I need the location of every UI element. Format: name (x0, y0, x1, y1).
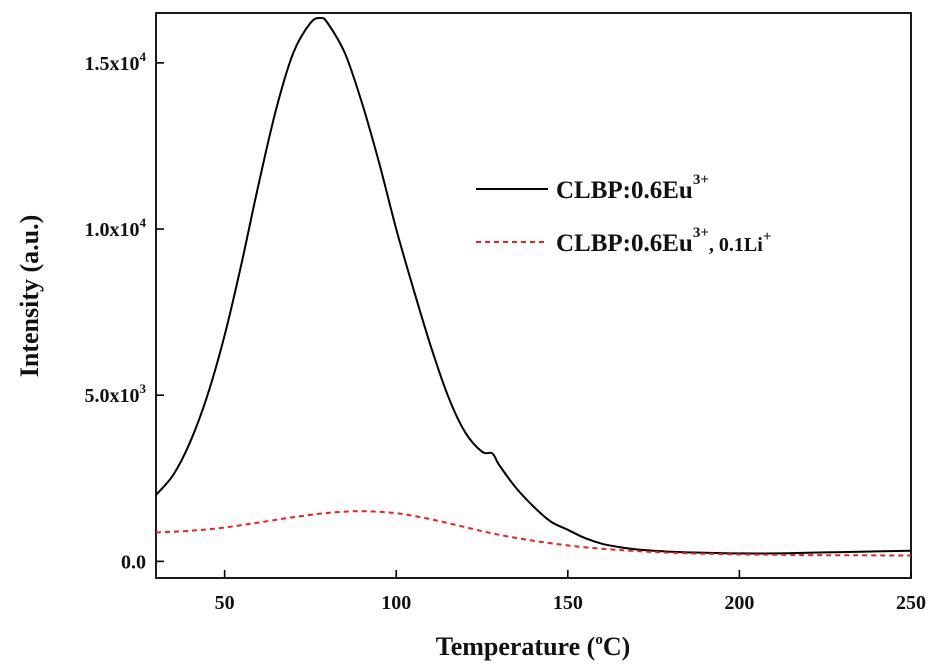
legend-label-series-1: CLBP:0.6Eu3+ (556, 172, 709, 204)
legend: CLBP:0.6Eu3+ CLBP:0.6Eu3+, 0.1Li+ (476, 172, 771, 257)
x-axis-title: Temperature (oC) (436, 632, 631, 661)
plot-area (155, 12, 912, 579)
x-axis: 50 100 150 200 250 (215, 570, 926, 614)
x-tick-label-1: 100 (381, 592, 411, 614)
y-tick-label-3: 1.5x104 (85, 49, 147, 75)
x-tick-label-0: 50 (215, 592, 235, 614)
y-tick-label-1: 5.0x103 (85, 381, 147, 407)
y-axis-title: Intensity (a.u.) (15, 215, 44, 378)
legend-label-series-2: CLBP:0.6Eu3+, 0.1Li+ (556, 225, 771, 257)
x-tick-label-3: 200 (724, 592, 754, 614)
series-line-1 (155, 16, 912, 555)
y-tick-label-2: 1.0x104 (85, 215, 147, 241)
plot-frame (155, 12, 912, 579)
x-tick-label-4: 250 (896, 592, 926, 614)
series-line-2 (155, 510, 912, 557)
series-layer (155, 16, 912, 557)
x-tick-label-2: 150 (553, 592, 583, 614)
y-tick-label-0: 0.0 (121, 551, 146, 573)
y-axis: 0.0 5.0x103 1.0x104 1.5x104 (85, 49, 164, 573)
